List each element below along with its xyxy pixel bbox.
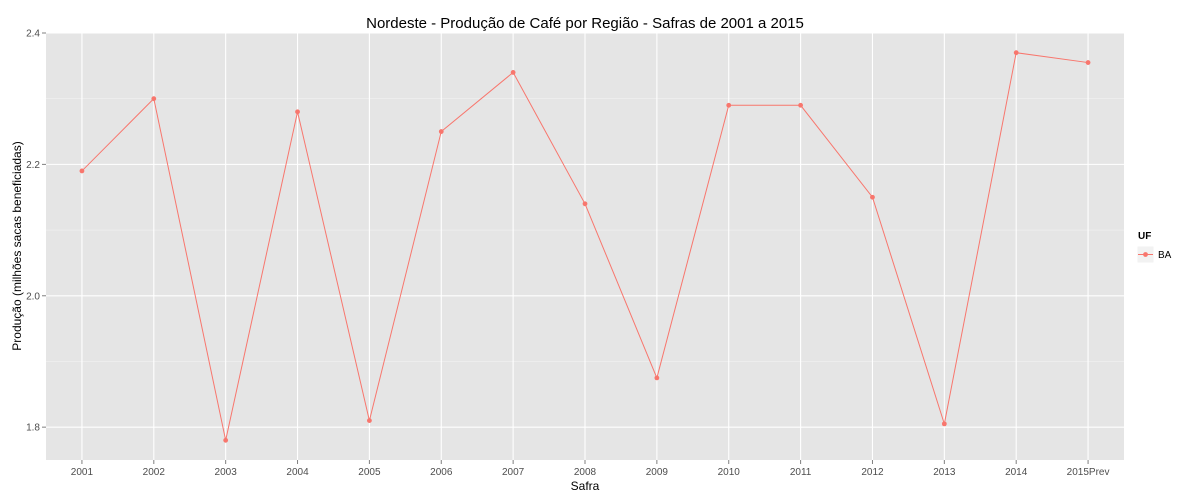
x-tick-label: 2003 — [215, 467, 238, 478]
y-tick-label: 2.4 — [26, 29, 40, 40]
legend: UF BA — [1136, 231, 1172, 264]
data-point — [941, 421, 947, 427]
x-tick-label: 2008 — [574, 467, 597, 478]
x-axis-title: Safra — [571, 479, 600, 493]
legend-label: BA — [1158, 250, 1172, 261]
data-point — [510, 70, 516, 75]
data-point — [438, 129, 444, 134]
x-tick-label: 2004 — [286, 467, 309, 478]
x-tick-label: 2014 — [1005, 467, 1028, 478]
x-tick-label: 2011 — [790, 467, 812, 478]
y-tick-label: 1.8 — [26, 423, 40, 434]
y-axis-ticks: 1.8 2.0 2.2 2.4 — [26, 29, 46, 434]
x-axis-ticks: 2001 2002 2003 2004 2005 2006 2007 2008 2009 2010… — [71, 460, 1110, 478]
data-point — [79, 168, 85, 174]
data-point — [1085, 60, 1091, 65]
data-point — [798, 102, 803, 108]
data-point — [870, 194, 875, 200]
y-tick-label: 2.2 — [26, 160, 40, 171]
x-tick-label: 2005 — [358, 467, 381, 478]
x-tick-label: 2006 — [430, 467, 453, 478]
data-point — [582, 201, 588, 207]
x-tick-label: 2013 — [933, 467, 956, 478]
x-tick-label: 2015Prev — [1067, 467, 1110, 478]
x-tick-label: 2012 — [861, 467, 884, 478]
x-tick-label: 2002 — [143, 467, 166, 478]
data-point — [1013, 50, 1019, 56]
data-point — [654, 375, 660, 381]
x-tick-label: 2010 — [718, 467, 741, 478]
series-layer — [79, 50, 1091, 443]
legend-items: BA — [1136, 245, 1172, 264]
data-point — [295, 109, 300, 115]
x-tick-label: 2001 — [71, 467, 94, 478]
legend-title: UF — [1138, 231, 1151, 242]
data-point — [367, 418, 372, 423]
data-point — [726, 102, 732, 108]
y-axis-title: Produção (milhões sacas beneficiadas) — [10, 141, 24, 350]
x-tick-label: 2009 — [646, 467, 669, 478]
data-point — [223, 437, 229, 443]
grid-lines — [46, 32, 1124, 460]
y-tick-label: 2.0 — [26, 291, 40, 302]
x-tick-label: 2007 — [502, 467, 525, 478]
chart-title: Nordeste - Produção de Café por Região -… — [366, 15, 804, 32]
data-point — [151, 96, 157, 102]
plot-panel — [46, 32, 1124, 460]
legend-key-point — [1143, 252, 1148, 257]
